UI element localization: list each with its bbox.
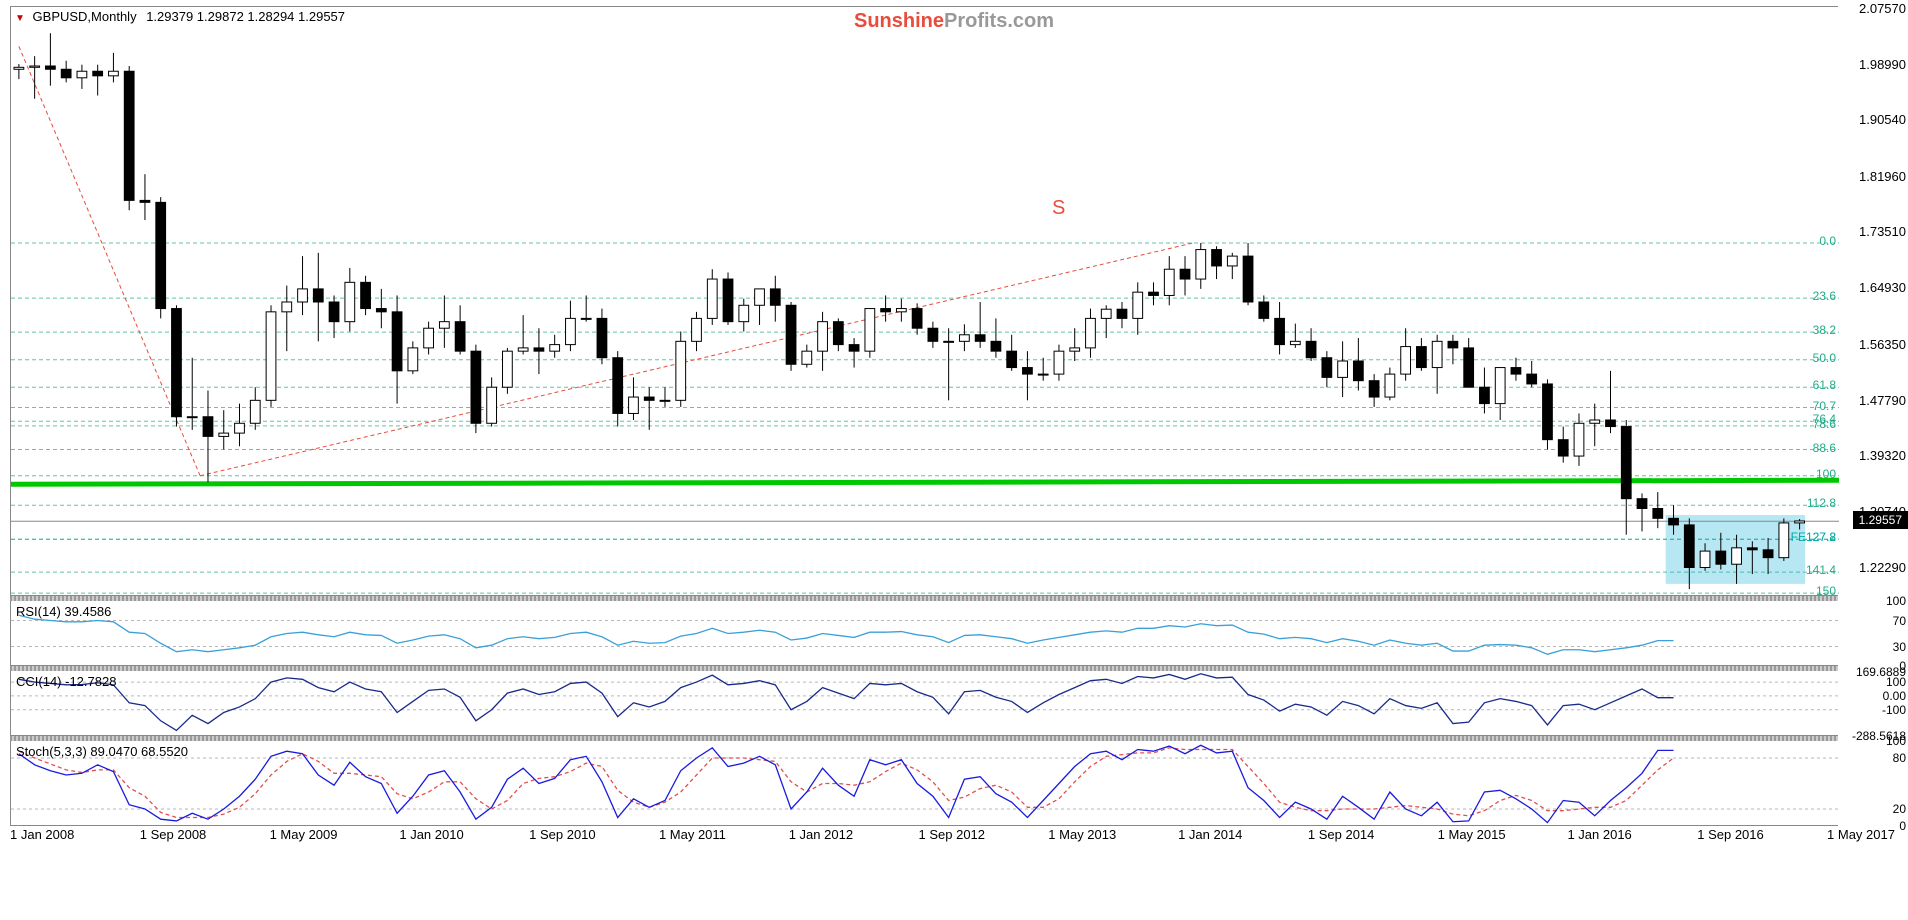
ohlc-text: 1.29379 1.29872 1.28294 1.29557	[146, 9, 345, 24]
fib-level-label: 50.0	[1813, 351, 1836, 365]
rsi-panel[interactable]: RSI(14) 39.4586	[10, 601, 1838, 666]
x-tick-label: 1 Jan 2016	[1567, 827, 1631, 842]
watermark: SunshineProfits.com	[854, 10, 1054, 33]
cci-label: CCI(14) -12.7828	[16, 674, 116, 689]
y-tick-label: 1.56350	[1859, 337, 1906, 352]
x-tick-label: 1 Jan 2014	[1178, 827, 1242, 842]
indicator-level-label: 0.00	[1883, 689, 1906, 703]
indicator-level-label: 80	[1893, 751, 1906, 765]
x-tick-label: 1 May 2015	[1438, 827, 1506, 842]
x-tick-label: 1 Sep 2016	[1697, 827, 1764, 842]
x-tick-label: 1 Sep 2008	[140, 827, 207, 842]
s-annotation: S	[1052, 197, 1065, 220]
fib-level-label: 78.6	[1813, 417, 1836, 431]
fib-level-label: 38.2	[1813, 323, 1836, 337]
x-tick-label: 1 May 2013	[1048, 827, 1116, 842]
y-tick-label: 1.47790	[1859, 393, 1906, 408]
fib-level-label: 141.4	[1806, 563, 1836, 577]
rsi-svg	[11, 601, 1839, 666]
x-tick-label: 1 Sep 2014	[1308, 827, 1375, 842]
y-tick-label: 1.98990	[1859, 57, 1906, 72]
rsi-label: RSI(14) 39.4586	[16, 604, 111, 619]
current-price-box: 1.29557	[1853, 511, 1908, 529]
y-tick-label: 1.64930	[1859, 280, 1906, 295]
y-tick-label: 2.07570	[1859, 1, 1906, 16]
y-tick-label: 1.81960	[1859, 169, 1906, 184]
cci-svg	[11, 671, 1839, 736]
y-tick-label: 1.22290	[1859, 560, 1906, 575]
dropdown-icon[interactable]: ▼	[15, 13, 25, 24]
fib-level-label: 70.7	[1813, 399, 1836, 413]
indicator-level-label: 70	[1893, 614, 1906, 628]
main-price-panel[interactable]	[10, 6, 1838, 596]
stoch-panel[interactable]: Stoch(5,3,3) 89.0470 68.5520	[10, 741, 1838, 826]
indicator-level-label: -100	[1882, 703, 1906, 717]
y-tick-label: 1.39320	[1859, 448, 1906, 463]
indicator-level-label: 100	[1886, 594, 1906, 608]
x-tick-label: 1 Jan 2012	[789, 827, 853, 842]
indicator-level-label: 169.6889	[1856, 665, 1906, 679]
fib-level-label: 88.6	[1813, 441, 1836, 455]
x-tick-label: 1 Sep 2010	[529, 827, 596, 842]
x-tick-label: 1 Jan 2008	[10, 827, 74, 842]
stoch-svg	[11, 741, 1839, 826]
y-tick-label: 1.73510	[1859, 224, 1906, 239]
y-tick-label: 1.90540	[1859, 112, 1906, 127]
x-tick-label: 1 May 2009	[270, 827, 338, 842]
indicator-level-label: 20	[1893, 802, 1906, 816]
watermark-red: Sunshine	[854, 10, 944, 32]
x-tick-label: 1 May 2017	[1827, 827, 1895, 842]
x-tick-label: 1 Jan 2010	[399, 827, 463, 842]
symbol-text: GBPUSD,Monthly	[33, 9, 137, 24]
fib-level-label: 112.8	[1807, 496, 1836, 510]
main-svg	[11, 7, 1839, 597]
indicator-level-label: 0	[1899, 819, 1906, 833]
indicator-level-label: 30	[1893, 640, 1906, 654]
fib-level-label: 61.8	[1813, 378, 1836, 392]
chart-container: ▼ GBPUSD,Monthly 1.29379 1.29872 1.28294…	[0, 0, 1908, 920]
fib-level-label: 150	[1816, 584, 1836, 598]
x-tick-label: 1 Sep 2012	[919, 827, 986, 842]
cci-panel[interactable]: CCI(14) -12.7828	[10, 671, 1838, 736]
x-tick-label: 1 May 2011	[659, 827, 726, 842]
fib-level-label: 0.0	[1819, 234, 1836, 248]
symbol-label: ▼ GBPUSD,Monthly 1.29379 1.29872 1.28294…	[15, 9, 345, 24]
indicator-level-label: 100	[1886, 734, 1906, 748]
fib-level-label: FE127.8	[1791, 530, 1836, 544]
stoch-label: Stoch(5,3,3) 89.0470 68.5520	[16, 744, 188, 759]
fib-level-label: 23.6	[1813, 289, 1836, 303]
fib-level-label: 100	[1816, 467, 1836, 481]
watermark-gray: Profits.com	[944, 10, 1054, 32]
